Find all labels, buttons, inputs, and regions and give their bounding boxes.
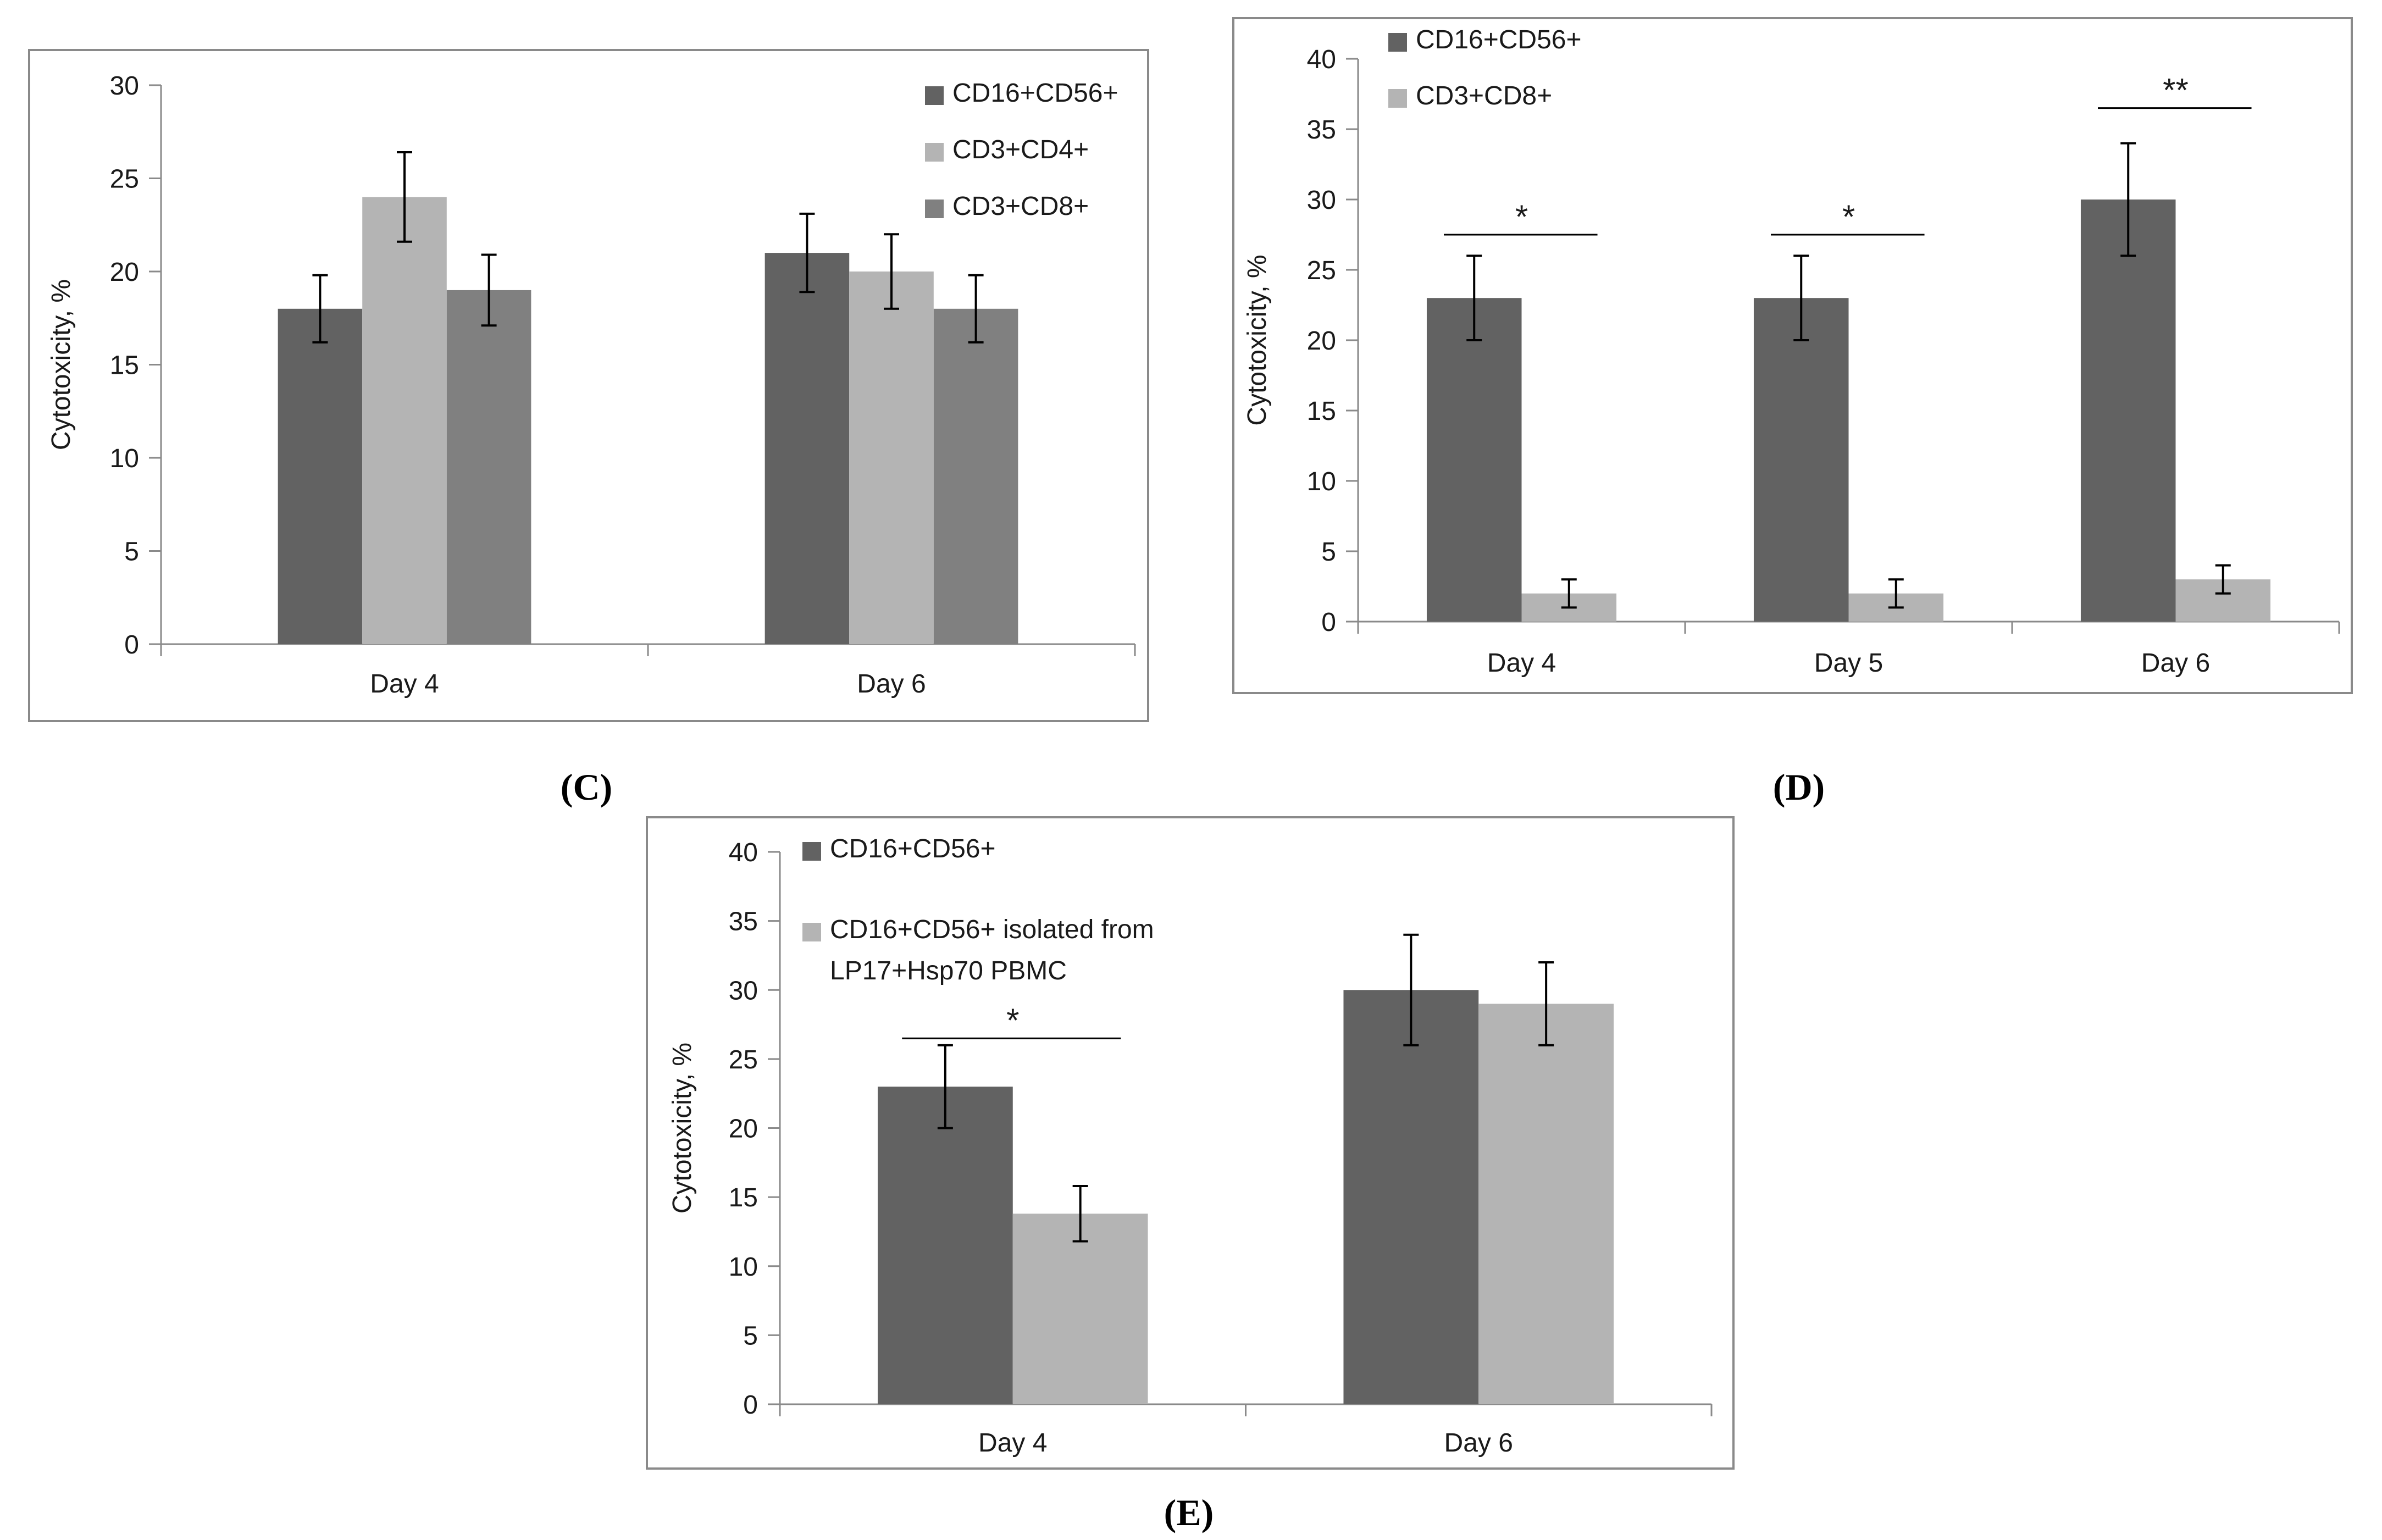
bar-e-0-0 [877,1087,1013,1404]
chart-panel-c: 0 5 10 15 20 25 30 Cytotoxicity, % Day 4 Day 6 CD1… [47,71,1136,699]
y-tick-label-d: 10 [1307,467,1336,496]
bar-c-2-1 [933,308,1018,644]
legend-swatch-e-1 [802,923,821,941]
chart-panel-e: 0 5 10 15 20 25 30 35 40 Cytotoxicity, % Day 4 Day … [668,834,1713,1458]
x-category-label-c-1: Day 6 [857,669,926,699]
y-tick-label-c: 30 [110,71,139,101]
y-tick-label-d: 20 [1307,326,1336,356]
bar-e-0-1 [1343,990,1479,1404]
y-tick-label-d: 30 [1307,186,1336,215]
legend-label-d-1: CD3+CD8+ [1416,81,1552,110]
y-tick-label-c: 25 [110,165,139,194]
legend-label-c-1: CD3+CD4+ [952,135,1089,164]
legend-swatch-e-0 [802,842,821,861]
bar-c-1-0 [362,197,447,644]
y-tick-label-d: 35 [1307,115,1336,145]
y-tick-label-e: 25 [729,1045,758,1074]
panel-label-d: (D) [1773,766,1825,808]
legend-swatch-d-0 [1388,33,1407,52]
y-tick-label-e: 15 [729,1183,758,1212]
x-category-label-e-0: Day 4 [978,1428,1047,1458]
bar-c-2-0 [446,290,531,644]
significance-mark-e-0: * [1006,1002,1019,1039]
bar-d-0-1 [1753,298,1849,622]
legend-swatch-d-1 [1388,89,1407,108]
legend-swatch-c-1 [925,143,944,162]
y-tick-label-d: 0 [1321,608,1336,637]
y-tick-label-c: 0 [124,630,139,660]
y-axis-title-d: Cytotoxicity, % [1243,254,1272,425]
y-tick-label-c: 15 [110,351,139,380]
y-tick-label-e: 30 [729,976,758,1005]
legend-label-d-0: CD16+CD56+ [1416,25,1582,54]
panel-label-c: (C) [561,766,612,808]
x-category-label-d-1: Day 5 [1814,649,1883,678]
y-tick-label-e: 20 [729,1115,758,1144]
significance-mark-d-2: ** [2163,72,2189,109]
x-category-label-c-0: Day 4 [370,669,439,699]
x-category-label-d-2: Day 6 [2141,649,2210,678]
bar-e-1-0 [1012,1214,1148,1404]
y-tick-label-c: 10 [110,444,139,473]
legend-label-e-1-line1: LP17+Hsp70 PBMC [830,956,1067,985]
x-category-label-e-1: Day 6 [1444,1428,1513,1458]
x-category-label-d-0: Day 4 [1487,649,1556,678]
y-tick-label-c: 5 [124,538,139,567]
y-tick-label-e: 5 [743,1321,758,1350]
legend-label-e-1-line0: CD16+CD56+ isolated from [830,915,1154,944]
legend-label-c-2: CD3+CD8+ [952,192,1089,221]
y-tick-label-e: 0 [743,1391,758,1420]
bar-d-0-2 [2080,200,2176,622]
significance-mark-d-0: * [1515,198,1528,235]
y-axis-title-c: Cytotoxicity, % [47,279,76,450]
y-tick-label-e: 35 [729,907,758,937]
y-tick-label-e: 40 [729,838,758,867]
bar-c-1-1 [849,272,934,644]
legend-swatch-c-0 [925,86,944,105]
bar-e-1-1 [1478,1004,1614,1404]
y-tick-label-d: 5 [1321,538,1336,567]
legend-label-c-0: CD16+CD56+ [952,79,1118,108]
y-tick-label-e: 10 [729,1253,758,1282]
y-tick-label-d: 15 [1307,397,1336,426]
legend-label-e-0: CD16+CD56+ [830,834,996,863]
panel-label-e: (E) [1164,1492,1214,1533]
y-tick-label-d: 25 [1307,256,1336,285]
y-tick-label-d: 40 [1307,45,1336,74]
legend-swatch-c-2 [925,200,944,218]
y-tick-label-c: 20 [110,258,139,287]
significance-mark-d-1: * [1842,198,1855,235]
bar-c-0-1 [765,253,850,645]
bar-d-0-0 [1426,298,1522,622]
bar-c-0-0 [278,308,363,644]
chart-panel-d: 0 5 10 15 20 25 30 35 40 Cytotoxicity, % Day 4 Day … [1243,25,2340,678]
y-axis-title-e: Cytotoxicity, % [668,1043,697,1214]
